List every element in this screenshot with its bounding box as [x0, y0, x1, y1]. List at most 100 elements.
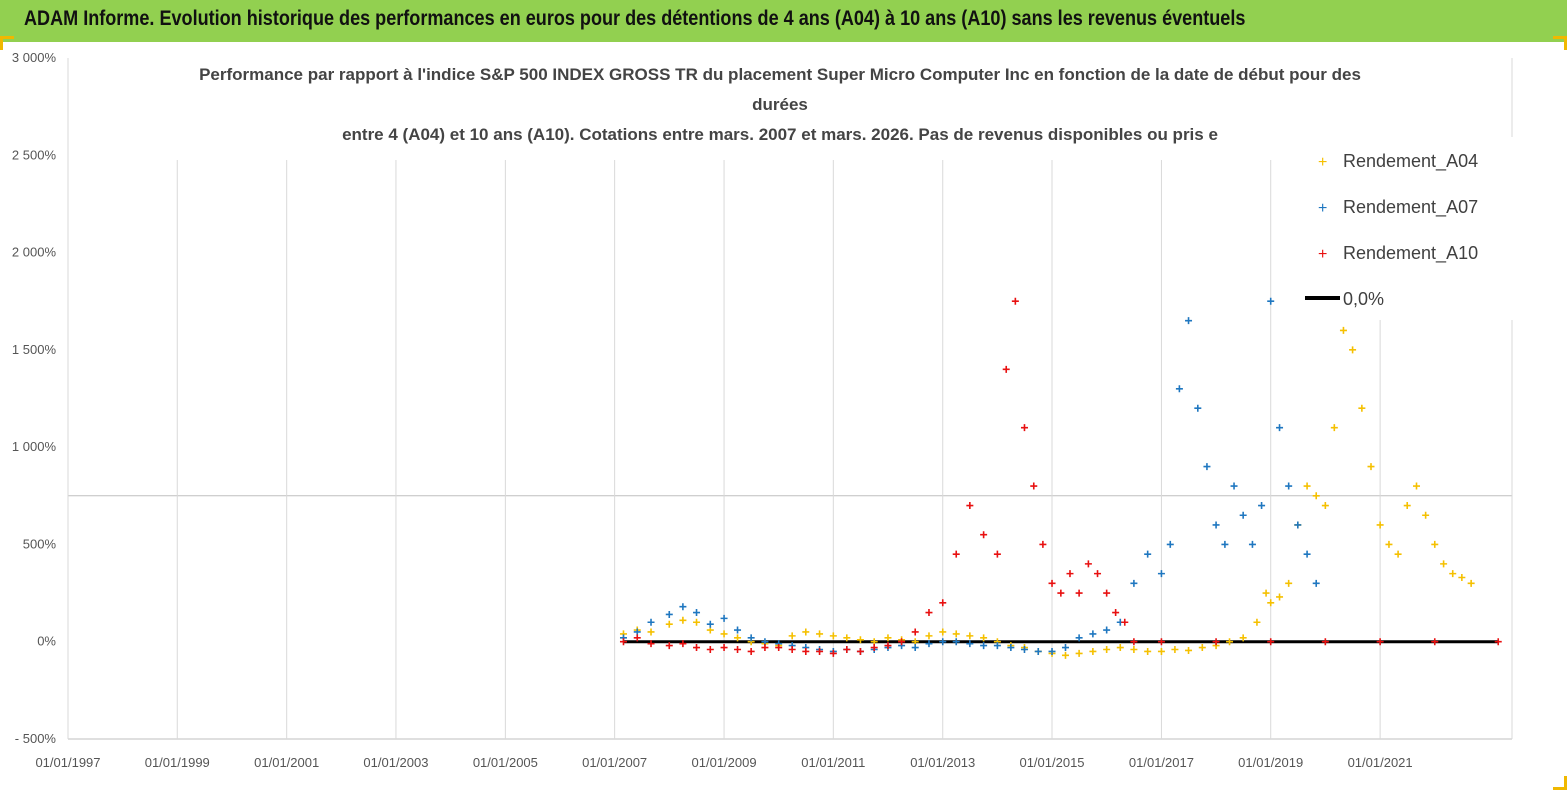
- legend-label-a10: Rendement_A10: [1343, 243, 1478, 264]
- data-point: [1030, 482, 1038, 490]
- data-point: [856, 636, 864, 644]
- data-point: [734, 626, 742, 634]
- data-point: [734, 645, 742, 653]
- data-point: [939, 628, 947, 636]
- y-axis-ticks: - 500% 0% 500% 1 000% 1 500% 2 000% 2 500% 3 00…: [12, 50, 57, 746]
- data-point: [1330, 424, 1338, 432]
- data-point: [1267, 297, 1275, 305]
- data-point: [1103, 589, 1111, 597]
- data-point: [734, 634, 742, 642]
- data-point: [679, 603, 687, 611]
- data-point: [1312, 579, 1320, 587]
- data-point: [1394, 550, 1402, 558]
- data-point: [966, 502, 974, 510]
- data-point: [1276, 593, 1284, 601]
- legend-marker-a04: +: [1318, 154, 1327, 171]
- data-point: [1089, 647, 1097, 655]
- data-point: [1007, 644, 1015, 652]
- data-point: [647, 628, 655, 636]
- legend-marker-a07: +: [1318, 200, 1327, 217]
- data-point: [1294, 521, 1302, 529]
- legend: + Rendement_A04 + Rendement_A07 + Rendem…: [1280, 137, 1515, 320]
- data-point: [1431, 540, 1439, 548]
- data-point: [952, 630, 960, 638]
- y-tick-label: 1 000%: [12, 439, 57, 454]
- data-point: [1212, 521, 1220, 529]
- data-point: [1121, 618, 1129, 626]
- data-point: [1061, 651, 1069, 659]
- data-point: [1203, 463, 1211, 471]
- data-point: [1194, 404, 1202, 412]
- data-point: [1103, 626, 1111, 634]
- y-tick-label: - 500%: [15, 731, 57, 746]
- data-point: [1011, 297, 1019, 305]
- data-point: [679, 616, 687, 624]
- data-point: [1321, 638, 1329, 646]
- x-axis-ticks: 01/01/1997 01/01/1999 01/01/2001 01/01/2003…: [35, 755, 1412, 770]
- data-point: [788, 632, 796, 640]
- data-point: [1166, 540, 1174, 548]
- data-point: [898, 638, 906, 646]
- y-tick-label: 2 500%: [12, 147, 57, 162]
- data-point: [1376, 638, 1384, 646]
- data-point: [911, 644, 919, 652]
- legend-marker-a10: +: [1318, 246, 1327, 263]
- data-point: [993, 642, 1001, 650]
- data-point: [1458, 574, 1466, 582]
- x-tick-label: 01/01/2007: [582, 755, 647, 770]
- data-point: [1431, 638, 1439, 646]
- data-point: [966, 640, 974, 648]
- data-point: [1226, 638, 1234, 646]
- data-point: [980, 642, 988, 650]
- data-point: [761, 638, 769, 646]
- data-point: [633, 634, 641, 642]
- y-tick-label: 2 000%: [12, 245, 57, 260]
- data-point: [802, 628, 810, 636]
- data-point: [693, 644, 701, 652]
- legend-label-a07: Rendement_A07: [1343, 197, 1478, 218]
- data-point: [1002, 365, 1010, 373]
- data-point: [679, 640, 687, 648]
- data-point: [911, 628, 919, 636]
- data-point: [1376, 521, 1384, 529]
- corner-mark-top-left: [0, 36, 14, 50]
- data-point: [1248, 540, 1256, 548]
- data-point: [925, 609, 933, 617]
- data-point: [1185, 317, 1193, 325]
- data-point: [939, 599, 947, 607]
- data-point: [706, 620, 714, 628]
- data-point: [925, 640, 933, 648]
- data-point: [802, 647, 810, 655]
- data-point: [1130, 638, 1138, 646]
- data-point: [980, 634, 988, 642]
- x-tick-label: 01/01/2017: [1129, 755, 1194, 770]
- data-point: [1048, 647, 1056, 655]
- chart: - 500% 0% 500% 1 000% 1 500% 2 000% 2 500% 3 00…: [12, 50, 1515, 770]
- data-point: [1020, 645, 1028, 653]
- data-point: [1262, 589, 1270, 597]
- data-point: [1185, 646, 1193, 654]
- data-point: [1349, 346, 1357, 354]
- y-tick-label: 3 000%: [12, 50, 57, 65]
- data-point: [1157, 570, 1165, 578]
- data-point: [829, 649, 837, 657]
- data-point: [884, 642, 892, 650]
- data-point: [1066, 570, 1074, 578]
- data-point: [1440, 560, 1448, 568]
- data-point: [1267, 599, 1275, 607]
- data-point: [1048, 579, 1056, 587]
- x-tick-label: 01/01/2009: [692, 755, 757, 770]
- data-point: [1494, 638, 1502, 646]
- y-tick-label: 0%: [37, 634, 56, 649]
- data-point: [816, 630, 824, 638]
- x-tick-label: 01/01/2015: [1019, 755, 1084, 770]
- data-point: [1312, 492, 1320, 500]
- data-point: [1258, 502, 1266, 510]
- data-point: [706, 645, 714, 653]
- x-tick-label: 01/01/2021: [1348, 755, 1413, 770]
- data-point: [720, 614, 728, 622]
- data-point: [665, 610, 673, 618]
- data-point: [939, 638, 947, 646]
- data-point: [665, 620, 673, 628]
- data-point: [1413, 482, 1420, 490]
